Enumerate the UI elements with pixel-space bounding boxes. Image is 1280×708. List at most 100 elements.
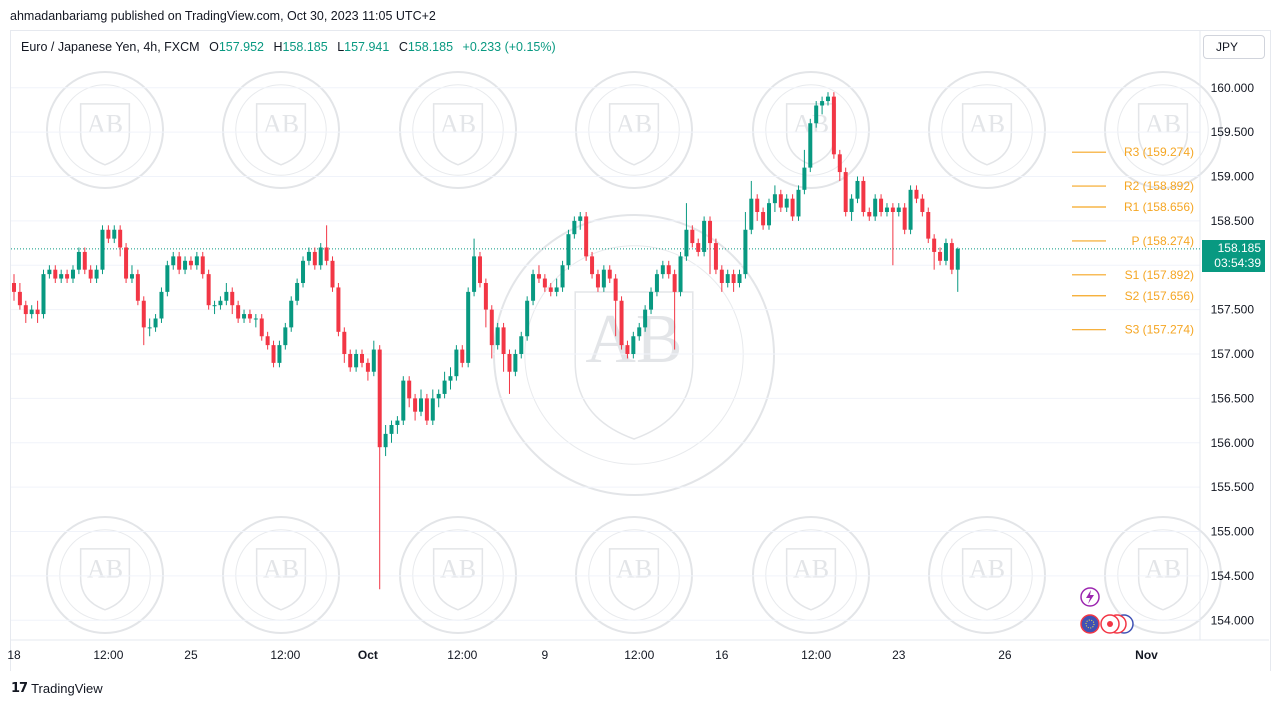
- candle-body: [65, 274, 70, 279]
- candle-body: [259, 318, 264, 337]
- candle: [625, 340, 630, 359]
- watermark-letters: AB: [969, 555, 1005, 584]
- lightning-bolt-icon: [1086, 590, 1094, 604]
- candle-body: [23, 305, 28, 315]
- candle-body: [595, 274, 600, 288]
- symbol-title[interactable]: Euro / Japanese Yen, 4h, FXCM: [21, 40, 200, 54]
- tradingview-footer[interactable]: 17 TradingView: [11, 681, 103, 696]
- time-tick-label: 25: [184, 648, 198, 662]
- candle-body: [572, 220, 577, 235]
- candle: [442, 371, 447, 399]
- currency-button[interactable]: JPY: [1203, 35, 1265, 59]
- candle-body: [902, 207, 907, 230]
- watermark-shield: [79, 548, 131, 611]
- candle: [619, 296, 624, 350]
- tradingview-logo-icon: 17: [11, 681, 28, 696]
- candle: [12, 274, 16, 301]
- watermark-ring: [222, 516, 340, 634]
- watermark-stamp: AB: [928, 71, 1046, 189]
- candle-body: [590, 256, 595, 275]
- candle-body: [436, 393, 441, 399]
- candle-body: [354, 354, 359, 368]
- candle: [53, 265, 58, 283]
- candle-body: [153, 318, 158, 328]
- candle: [595, 269, 600, 292]
- pivot-label: S2 (157.656): [1125, 289, 1194, 303]
- candle-body: [843, 172, 848, 212]
- price-tick-label: 160.000: [1211, 81, 1255, 95]
- candle-body: [536, 274, 541, 279]
- candle: [395, 416, 400, 434]
- candle-body: [796, 189, 801, 217]
- candle: [112, 225, 117, 244]
- price-tick-label: 157.000: [1211, 347, 1255, 361]
- candle: [407, 376, 412, 408]
- candle-body: [348, 354, 353, 368]
- candle-body: [277, 345, 282, 363]
- candle-body: [407, 380, 412, 399]
- tradingview-brand: TradingView: [31, 681, 103, 696]
- candle: [790, 194, 795, 221]
- candle-body: [908, 189, 913, 230]
- candle: [531, 269, 536, 306]
- candle: [147, 318, 152, 337]
- watermark-stamp: AB: [493, 214, 775, 496]
- candle: [519, 331, 524, 359]
- candle-body: [896, 207, 901, 212]
- candle: [436, 389, 441, 408]
- candle-body: [879, 198, 884, 212]
- watermark-ring: [752, 516, 870, 634]
- candle-body: [206, 274, 211, 306]
- candle: [342, 327, 347, 363]
- candle-body: [554, 287, 559, 292]
- watermark-letters: AB: [969, 110, 1005, 139]
- candle: [489, 305, 494, 359]
- candle: [76, 247, 81, 275]
- bar-countdown: 03:54:39: [1214, 255, 1261, 270]
- candle: [324, 225, 329, 266]
- candle-body: [825, 96, 830, 102]
- candle: [613, 274, 618, 337]
- candle-body: [342, 331, 347, 354]
- candle: [708, 216, 713, 275]
- candle-body: [295, 283, 300, 301]
- candle: [737, 269, 742, 288]
- watermark-ring: [928, 516, 1046, 634]
- candle: [672, 269, 677, 350]
- watermark-ring: [1104, 516, 1222, 634]
- candle-body: [147, 327, 152, 329]
- candle-body: [531, 274, 536, 301]
- watermark-letters: AB: [87, 555, 123, 584]
- candle: [483, 278, 488, 328]
- candle-body: [76, 251, 81, 270]
- candle: [584, 212, 589, 261]
- candle: [200, 251, 205, 279]
- time-tick-label: Oct: [358, 648, 378, 662]
- candle-body: [719, 269, 724, 283]
- candle: [88, 265, 93, 283]
- watermark-ring: [399, 71, 517, 189]
- candle: [566, 229, 571, 270]
- candle-body: [867, 212, 872, 217]
- candle-body: [926, 212, 931, 239]
- pivot-level-s2: S2 (157.656): [1072, 289, 1194, 303]
- candle-body: [566, 234, 571, 266]
- candle: [295, 278, 300, 306]
- time-tick-label: Nov: [1135, 648, 1158, 662]
- watermark-letters: AB: [616, 110, 652, 139]
- candle: [348, 349, 353, 372]
- candle: [230, 287, 235, 315]
- candle: [820, 96, 825, 115]
- candle: [283, 322, 288, 350]
- candle-body: [861, 180, 866, 212]
- candle: [696, 238, 701, 257]
- pivot-level-r1: R1 (158.656): [1072, 200, 1194, 214]
- candle: [855, 176, 860, 204]
- candle: [159, 287, 164, 323]
- candle-body: [395, 420, 400, 425]
- watermark-letters: AB: [263, 555, 299, 584]
- candle: [767, 198, 772, 230]
- candle-body: [247, 314, 252, 319]
- candle-body: [684, 229, 689, 257]
